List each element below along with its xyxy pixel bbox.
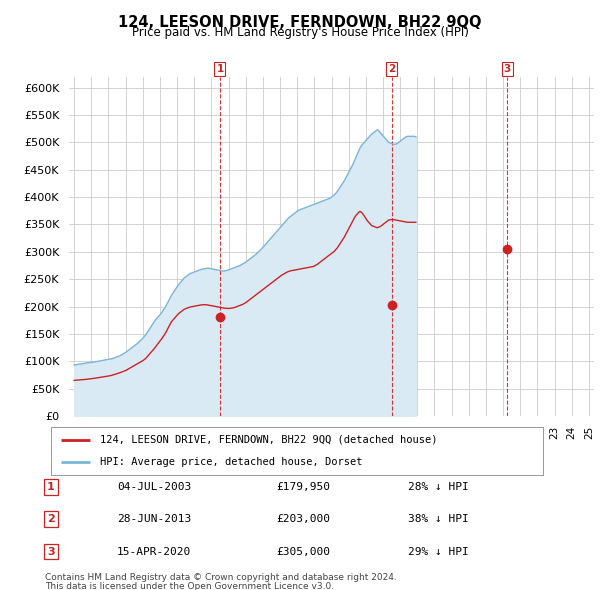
Text: 28-JUN-2013: 28-JUN-2013 [117, 514, 191, 524]
Text: This data is licensed under the Open Government Licence v3.0.: This data is licensed under the Open Gov… [45, 582, 334, 590]
Text: 38% ↓ HPI: 38% ↓ HPI [408, 514, 469, 524]
Text: £305,000: £305,000 [276, 547, 330, 556]
Text: 04-JUL-2003: 04-JUL-2003 [117, 482, 191, 491]
Text: Price paid vs. HM Land Registry's House Price Index (HPI): Price paid vs. HM Land Registry's House … [131, 26, 469, 39]
Text: 3: 3 [47, 547, 55, 556]
Text: 1: 1 [217, 64, 224, 74]
Text: Contains HM Land Registry data © Crown copyright and database right 2024.: Contains HM Land Registry data © Crown c… [45, 573, 397, 582]
Text: £179,950: £179,950 [276, 482, 330, 491]
Text: 124, LEESON DRIVE, FERNDOWN, BH22 9QQ: 124, LEESON DRIVE, FERNDOWN, BH22 9QQ [118, 15, 482, 30]
Text: 3: 3 [504, 64, 511, 74]
Text: 1: 1 [47, 482, 55, 491]
Text: £203,000: £203,000 [276, 514, 330, 524]
Text: 2: 2 [388, 64, 395, 74]
Text: 15-APR-2020: 15-APR-2020 [117, 547, 191, 556]
Text: 2: 2 [47, 514, 55, 524]
Text: 28% ↓ HPI: 28% ↓ HPI [408, 482, 469, 491]
Text: 29% ↓ HPI: 29% ↓ HPI [408, 547, 469, 556]
Text: 124, LEESON DRIVE, FERNDOWN, BH22 9QQ (detached house): 124, LEESON DRIVE, FERNDOWN, BH22 9QQ (d… [100, 435, 438, 445]
Text: HPI: Average price, detached house, Dorset: HPI: Average price, detached house, Dors… [100, 457, 363, 467]
